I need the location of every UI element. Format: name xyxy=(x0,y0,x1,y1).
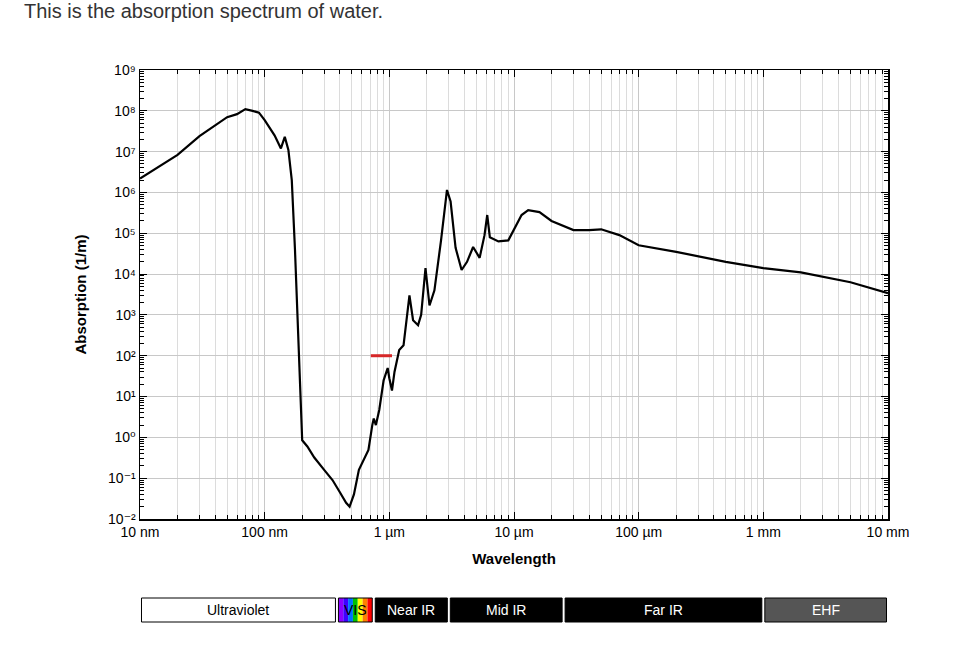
svg-text:10 mm: 10 mm xyxy=(867,524,910,540)
svg-text:10³: 10³ xyxy=(115,307,136,323)
svg-text:10²: 10² xyxy=(115,348,136,364)
svg-text:10⁴: 10⁴ xyxy=(114,266,136,282)
svg-text:10⁹: 10⁹ xyxy=(114,62,136,78)
svg-text:Mid IR: Mid IR xyxy=(486,602,526,618)
svg-text:10 µm: 10 µm xyxy=(494,524,533,540)
svg-text:10⁻¹: 10⁻¹ xyxy=(108,470,136,486)
svg-text:1 µm: 1 µm xyxy=(374,524,405,540)
svg-text:10⁻²: 10⁻² xyxy=(108,511,136,527)
svg-text:EHF: EHF xyxy=(812,602,840,618)
svg-text:10 nm: 10 nm xyxy=(121,524,160,540)
svg-text:Near IR: Near IR xyxy=(387,602,435,618)
svg-text:Wavelength: Wavelength xyxy=(472,550,556,567)
svg-text:10⁵: 10⁵ xyxy=(114,225,135,241)
svg-text:10⁷: 10⁷ xyxy=(115,144,136,160)
svg-text:100 nm: 100 nm xyxy=(241,524,288,540)
svg-text:Ultraviolet: Ultraviolet xyxy=(207,602,269,618)
svg-text:10¹: 10¹ xyxy=(115,388,136,404)
svg-text:Far IR: Far IR xyxy=(644,602,683,618)
svg-text:Absorption (1/m): Absorption (1/m) xyxy=(72,235,89,355)
svg-text:1 mm: 1 mm xyxy=(746,524,781,540)
svg-text:10⁰: 10⁰ xyxy=(115,429,137,445)
svg-text:10⁸: 10⁸ xyxy=(114,103,136,119)
svg-text:This is the absorption spectru: This is the absorption spectrum of water… xyxy=(24,0,383,22)
svg-text:VIS: VIS xyxy=(344,602,367,618)
svg-text:10⁶: 10⁶ xyxy=(114,184,135,200)
svg-text:100 µm: 100 µm xyxy=(615,524,662,540)
